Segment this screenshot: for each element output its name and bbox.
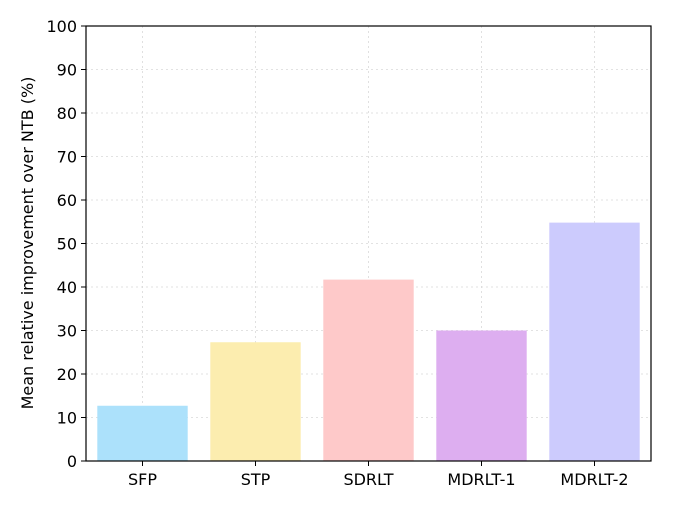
x-axis-ticks: SFP STP SDRLT MDRLT-1 MDRLT-2	[128, 461, 629, 489]
y-tick-label: 60	[57, 191, 77, 210]
y-tick-label: 70	[57, 148, 77, 167]
y-tick-label: 10	[57, 409, 77, 428]
x-tick-label: SFP	[128, 470, 157, 489]
y-tick-label: 20	[57, 365, 77, 384]
y-tick-label: 80	[57, 104, 77, 123]
x-tick-label: STP	[241, 470, 271, 489]
y-tick-label: 50	[57, 235, 77, 254]
y-axis-ticks: 0 10 20 30 40 50 60 70 80 90 100	[46, 17, 86, 471]
bars	[97, 222, 640, 461]
y-tick-label: 100	[46, 17, 77, 36]
y-tick-label: 90	[57, 61, 77, 80]
bar-mdrlt-2	[549, 222, 640, 461]
x-tick-label: MDRLT-1	[447, 470, 515, 489]
bar-stp	[210, 342, 301, 461]
x-tick-label: SDRLT	[343, 470, 393, 489]
bar-mdrlt-1	[436, 330, 527, 461]
y-tick-label: 30	[57, 322, 77, 341]
y-axis-label: Mean relative improvement over NTB (%)	[18, 77, 37, 410]
x-tick-label: MDRLT-2	[560, 470, 628, 489]
bar-sdrlt	[323, 279, 414, 461]
y-tick-label: 0	[67, 452, 77, 471]
y-tick-label: 40	[57, 278, 77, 297]
bar-sfp	[97, 405, 188, 461]
